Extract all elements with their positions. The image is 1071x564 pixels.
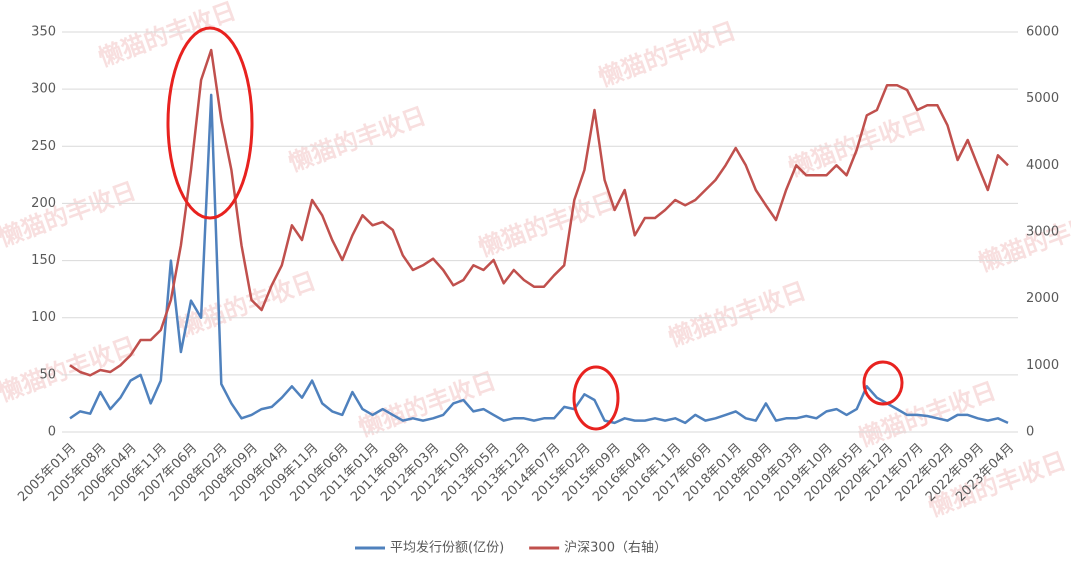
y2-tick-label: 0	[1026, 425, 1034, 440]
series-line	[69, 93, 1009, 425]
y-tick-label: 300	[31, 82, 56, 97]
y2-tick-label: 2000	[1026, 291, 1059, 306]
watermark: 懒猫的丰收日	[355, 367, 500, 443]
watermark: 懒猫的丰收日	[475, 187, 620, 263]
legend-label: 沪深300（右轴）	[564, 540, 667, 556]
y-tick-label: 50	[39, 367, 56, 382]
highlight-ellipse	[166, 26, 254, 220]
y-tick-label: 250	[31, 139, 56, 154]
legend: 平均发行份额(亿份) 沪深300（右轴）	[355, 540, 667, 556]
watermark: 懒猫的丰收日	[595, 17, 740, 93]
y-tick-label: 200	[31, 196, 56, 211]
watermark: 懒猫的丰收日	[855, 377, 1000, 453]
annotations	[166, 26, 904, 431]
watermark: 懒猫的丰收日	[0, 177, 140, 253]
watermark: 懒猫的丰收日	[285, 102, 430, 178]
watermark: 懒猫的丰收日	[665, 277, 810, 353]
y2-tick-label: 5000	[1026, 91, 1059, 106]
y-tick-label: 150	[31, 253, 56, 268]
y2-tick-label: 1000	[1026, 358, 1059, 373]
highlight-ellipse	[572, 365, 620, 431]
y-tick-label: 0	[48, 425, 56, 440]
highlight-ellipse	[862, 360, 904, 406]
y-tick-label: 100	[31, 310, 56, 325]
y2-tick-label: 3000	[1026, 225, 1059, 240]
series-line	[69, 48, 1009, 377]
watermark: 懒猫的丰收日	[95, 0, 240, 72]
y2-tick-label: 4000	[1026, 158, 1059, 173]
watermark: 懒猫的丰收日	[0, 332, 140, 408]
legend-label: 平均发行份额(亿份)	[390, 540, 504, 556]
y-tick-label: 350	[31, 25, 56, 40]
y2-tick-label: 6000	[1026, 25, 1059, 40]
